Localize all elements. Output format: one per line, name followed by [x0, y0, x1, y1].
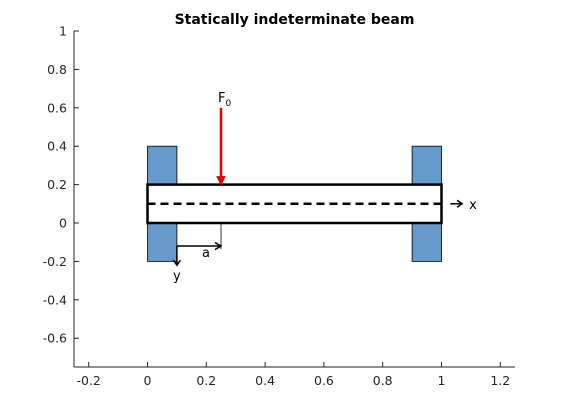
x-direction-label: x: [469, 198, 477, 213]
x-tick-label: 1: [438, 373, 446, 388]
x-tick-label: 0.6: [314, 373, 334, 388]
y-tick-label: -0.6: [43, 331, 67, 346]
force-label-main: F: [218, 91, 225, 106]
y-tick-label: 0: [59, 216, 67, 231]
x-tick-label: 0: [144, 373, 152, 388]
x-tick-label: 0.8: [373, 373, 393, 388]
dimension-a-label: a: [202, 246, 210, 261]
y-direction-label: y: [173, 269, 181, 284]
x-tick-label: 0.4: [255, 373, 275, 388]
y-tick-label: 0.4: [47, 139, 67, 154]
y-tick-label: -0.2: [43, 254, 67, 269]
y-tick-label: 0.6: [47, 100, 67, 115]
x-tick-label: -0.2: [77, 373, 101, 388]
y-tick-label: 0.8: [47, 62, 67, 77]
force-arrow-head: [216, 176, 226, 186]
chart-title: Statically indeterminate beam: [175, 12, 415, 28]
y-tick-label: 1: [59, 24, 67, 39]
x-direction-arrow-head: [456, 199, 464, 208]
y-tick-label: 0.2: [47, 177, 67, 192]
force-label-subscript: 0: [225, 99, 231, 109]
force-label: F0: [218, 91, 231, 109]
beam-diagram: F0 x y a: [146, 91, 477, 284]
y-direction-arrow-head: [172, 259, 182, 267]
y-axis-ticks: -0.6 -0.4 -0.2 0 0.2 0.4 0.6 0.8 1: [43, 24, 79, 346]
x-tick-label: 0.2: [196, 373, 216, 388]
y-tick-label: -0.4: [43, 292, 67, 307]
beam-body: [146, 183, 443, 225]
x-axis-ticks: -0.2 0 0.2 0.4 0.6 0.8 1 1.2: [77, 362, 510, 388]
x-tick-label: 1.2: [490, 373, 510, 388]
